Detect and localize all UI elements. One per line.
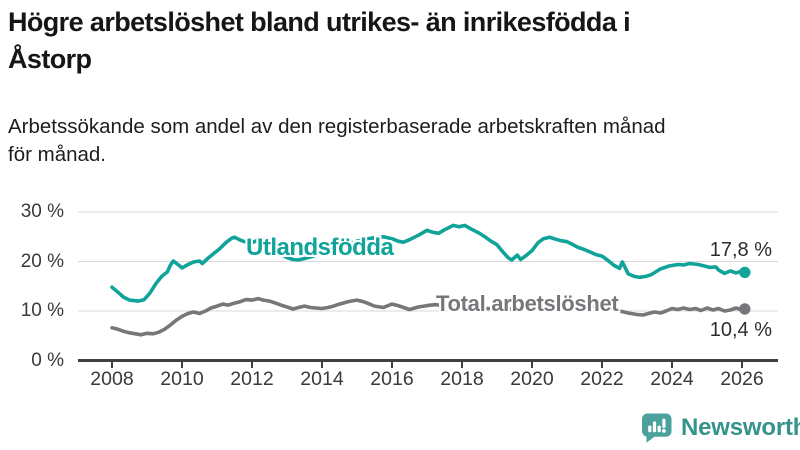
title-line-2: Åstorp [8,44,92,74]
x-tick-label: 2018 [440,368,484,390]
series-label-utlandsfodda: Utlandsfödda [246,234,394,261]
newsworthy-speech-bubble-chart-icon [642,413,672,443]
x-tick-label: 2012 [230,368,274,390]
x-tick-label: 2024 [650,368,694,390]
x-tick-label: 2010 [160,368,204,390]
end-value-total-arbetsloshet: 10,4 % [709,319,772,341]
x-tick-label: 2022 [580,368,624,390]
x-tick-label: 2014 [300,368,344,390]
title-line-1: Högre arbetslöshet bland utrikes- än inr… [8,7,631,37]
y-tick-label: 20 % [20,250,64,272]
y-tick-label: 10 % [20,300,64,321]
page-title: Högre arbetslöshet bland utrikes- än inr… [8,4,792,78]
newsworthy-logo: Newsworthy [640,411,800,444]
newsworthy-wordmark: Newsworthy [681,413,800,441]
series-label-total-arbetsloshet: Total arbetslöshet [436,291,619,316]
x-tick-label: 2016 [370,368,414,390]
x-tick-label: 2008 [90,368,134,390]
series-line-utlandsf-dda [110,223,747,303]
x-tick-label: 2026 [720,368,764,390]
end-value-utlandsfodda: 17,8 % [709,239,772,261]
subtitle-line-2: för månad. [8,143,106,166]
series-line-total-arbetsl-shet [110,296,747,337]
y-tick-label: 0 % [31,349,64,371]
series-end-dot-total-arbetsl-shet [739,303,751,315]
y-tick-label: 30 % [20,201,64,222]
series-end-dot-utlandsf-dda [739,266,751,279]
subtitle-line-1: Arbetssökande som andel av den registerb… [8,115,666,138]
x-tick-label: 2020 [510,368,554,390]
chart-subtitle: Arbetssökande som andel av den registerb… [8,113,796,169]
